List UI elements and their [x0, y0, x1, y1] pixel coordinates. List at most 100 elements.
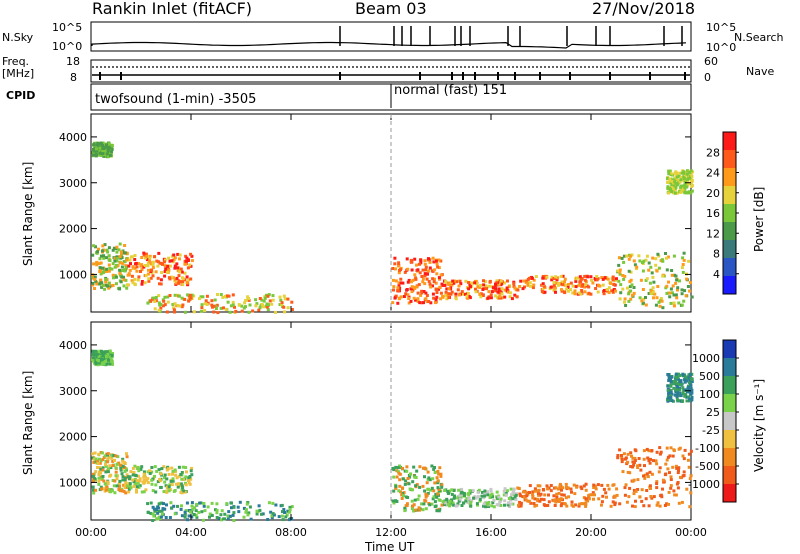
data-cell: [533, 504, 537, 508]
data-cell: [528, 484, 532, 488]
data-cell: [688, 176, 692, 180]
data-cell: [406, 267, 410, 271]
data-cell: [100, 357, 103, 361]
data-cell: [157, 509, 161, 513]
data-cell: [676, 382, 679, 386]
data-cell: [271, 298, 275, 302]
data-cell: [687, 465, 691, 469]
data-cell: [651, 256, 655, 260]
data-cell: [215, 502, 219, 506]
data-cell: [181, 486, 185, 490]
data-cell: [151, 266, 155, 269]
data-cell: [410, 499, 414, 503]
data-cell: [682, 175, 686, 179]
data-cell: [578, 275, 582, 279]
colorbar-tick-label: 4: [713, 268, 720, 281]
data-cell: [131, 466, 135, 470]
data-cell: [110, 148, 114, 151]
data-cell: [107, 254, 111, 258]
data-cell: [198, 501, 202, 505]
data-cell: [623, 486, 627, 490]
data-cell: [621, 274, 625, 277]
data-cell: [458, 493, 462, 497]
data-cell: [541, 488, 545, 491]
data-cell: [549, 489, 553, 493]
data-cell: [570, 500, 574, 504]
data-cell: [142, 253, 146, 257]
data-cell: [648, 470, 652, 474]
data-cell: [690, 178, 694, 182]
data-cell: [179, 473, 183, 476]
data-cell: [556, 276, 560, 280]
data-cell: [526, 281, 530, 285]
data-cell: [394, 279, 398, 283]
data-cell: [395, 469, 399, 473]
data-cell: [688, 397, 692, 401]
data-cell: [474, 496, 478, 500]
data-cell: [165, 503, 168, 507]
data-cell: [669, 179, 672, 183]
data-cell: [140, 465, 144, 469]
data-cell: [669, 377, 672, 381]
data-cell: [623, 297, 627, 301]
colorbar-tick-label: 12: [706, 227, 720, 240]
data-cell: [626, 452, 630, 456]
data-cell: [162, 502, 165, 506]
data-cell: [121, 475, 125, 479]
data-cell: [133, 254, 137, 257]
data-cell: [654, 303, 658, 307]
y-tick-label: 1000: [59, 476, 87, 489]
data-cell: [431, 292, 435, 296]
data-cell: [94, 457, 98, 461]
x-tick-label: 04:00: [175, 526, 207, 539]
data-cell: [606, 483, 610, 487]
data-cell: [678, 388, 682, 392]
data-cell: [620, 460, 624, 464]
data-cell: [475, 502, 479, 506]
data-cell: [573, 492, 577, 496]
data-cell: [107, 358, 110, 362]
data-cell: [151, 274, 155, 278]
data-cell: [665, 458, 669, 462]
data-cell: [420, 289, 424, 293]
data-cell: [143, 264, 147, 267]
data-cell: [678, 171, 682, 175]
data-cell: [437, 509, 441, 513]
data-cell: [677, 469, 680, 472]
data-cell: [636, 488, 640, 491]
data-cell: [118, 242, 122, 246]
data-cell: [657, 470, 661, 474]
data-cell: [670, 185, 673, 189]
data-cell: [180, 296, 184, 300]
data-cell: [668, 177, 672, 181]
data-cell: [660, 258, 664, 262]
data-cell: [169, 479, 173, 483]
data-cell: [618, 268, 622, 272]
data-cell: [163, 303, 167, 307]
data-cell: [678, 180, 682, 184]
data-cell: [121, 457, 125, 461]
data-cell: [524, 498, 528, 502]
data-cell: [482, 279, 485, 283]
data-cell: [127, 485, 131, 489]
data-cell: [117, 461, 121, 465]
data-cell: [99, 254, 103, 258]
data-cell: [690, 295, 694, 299]
data-cell: [226, 300, 230, 304]
data-cell: [530, 276, 534, 280]
data-cell: [623, 457, 627, 461]
data-cell: [97, 479, 101, 483]
data-cell: [171, 479, 175, 483]
data-cell: [681, 386, 685, 390]
data-cell: [682, 373, 686, 377]
data-cell: [415, 469, 419, 473]
data-cell: [611, 278, 615, 282]
data-cell: [416, 297, 420, 301]
data-cell: [613, 495, 617, 499]
data-cell: [94, 279, 98, 283]
data-cell: [399, 281, 403, 285]
data-cell: [611, 500, 615, 504]
data-cell: [120, 472, 124, 476]
data-cell: [167, 276, 171, 280]
data-cell: [658, 452, 662, 456]
